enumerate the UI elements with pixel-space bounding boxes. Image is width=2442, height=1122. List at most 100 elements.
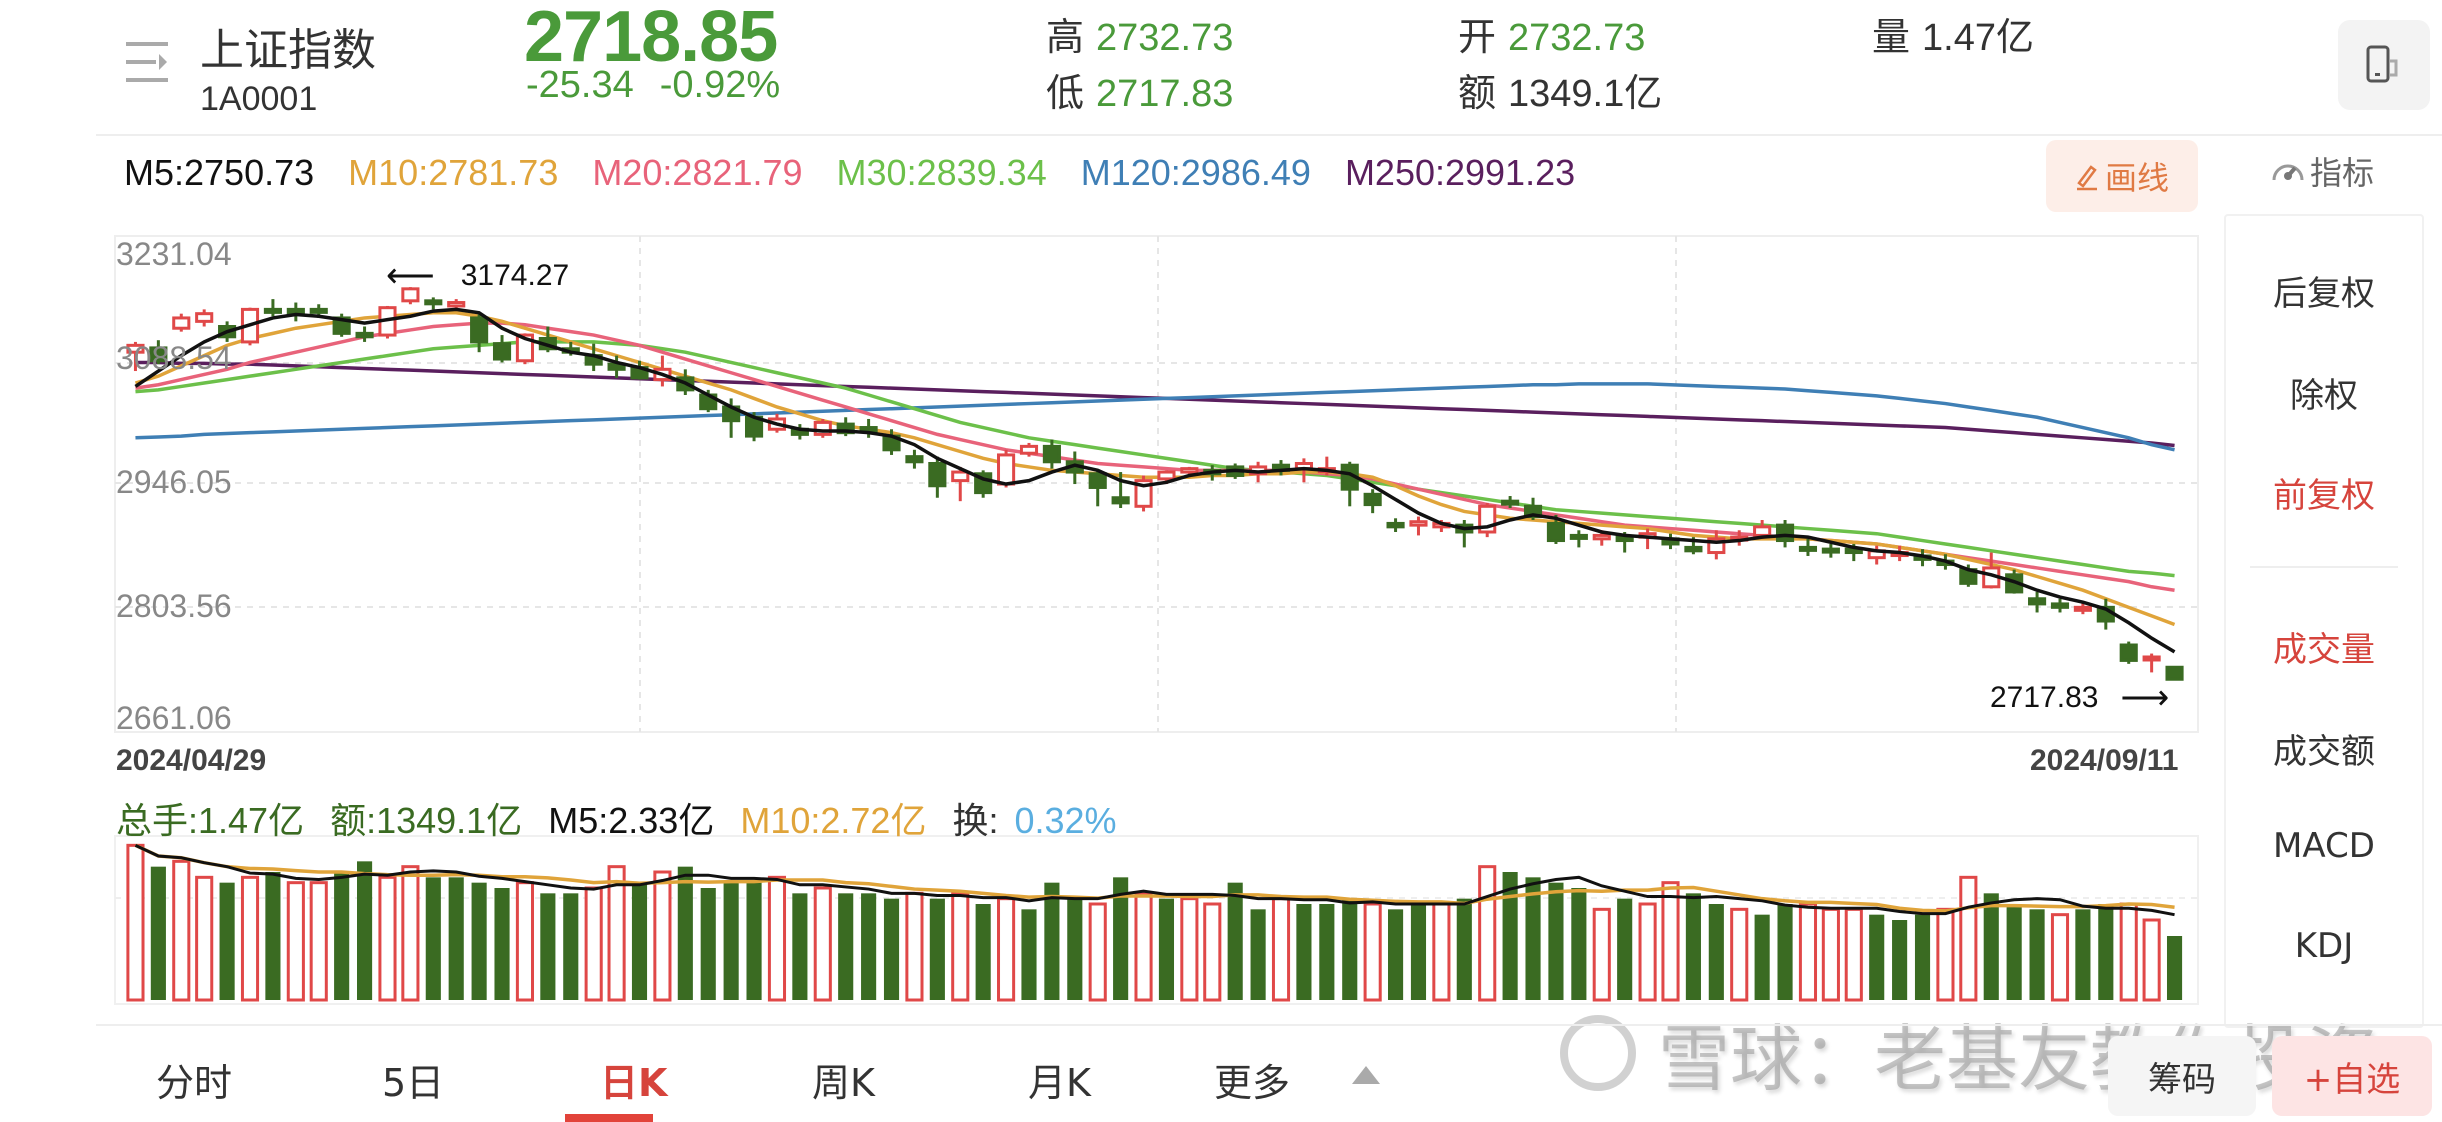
candle [1409,520,1428,527]
volume-bar [1388,909,1404,1000]
volume-bar [767,875,787,1002]
tab-intraday[interactable]: 分时 [156,1061,233,1105]
vol-ma5: M5:2.33亿 [548,800,715,841]
volume-bar [378,875,397,1002]
volume-bar [1685,893,1701,1000]
orientation-button[interactable] [2338,20,2430,110]
candle [263,307,282,314]
y-axis-label-3: 2946.05 [116,464,232,500]
stat-open: 开 2732.73 [1458,17,1646,59]
volume-bar [563,893,579,1000]
volume-bar [1134,891,1153,1002]
volume-bar [2166,936,2183,1000]
volume-bar [1203,902,1222,1002]
indicator-volume[interactable]: 成交量 [2273,630,2375,670]
volume-bar [1592,907,1611,1002]
volume-bar [1548,882,1564,1000]
volume-bar [1021,909,1037,1000]
volume-bar [1044,882,1060,1000]
candle [2028,597,2047,606]
candle [997,453,1016,486]
turnover: 换: 0.32% [952,800,1117,841]
candle [1546,521,1566,543]
volume-bar [494,888,510,1000]
volume-bar [746,882,762,1000]
volume-bar [150,866,166,1000]
tab-5day[interactable]: 5日 [382,1061,445,1105]
volume-bar [1844,907,1863,1002]
volume-bar [813,886,832,1002]
volume-bar [240,875,260,1002]
volume-bar [1754,914,1770,1000]
volume-bar [2050,913,2070,1002]
volume-bar [1227,882,1243,1000]
volume-bar [607,865,626,1002]
indicator-amount[interactable]: 成交额 [2273,732,2375,772]
draw-line-button[interactable]: 画线 [2046,140,2198,212]
volume-bar [1936,907,1955,1002]
total-volume: 总手:1.47亿 [116,800,305,841]
volume-bar [677,866,693,1000]
candle [1615,535,1634,543]
volume-bar [951,891,970,1002]
ma20-label: M20:2821.79 [592,152,803,193]
indicator-kdj[interactable]: KDJ [2294,926,2354,966]
stock-code: 1A0001 [200,80,318,118]
candle [928,461,947,488]
option-ex-rights[interactable]: 除权 [2290,376,2358,416]
total-amount: 额:1349.1亿 [330,800,523,841]
candle [1088,472,1107,489]
candle [1569,533,1588,540]
volume-bar [653,870,672,1002]
candle [355,331,374,339]
ma30-label: M30:2839.34 [836,152,1047,193]
candle [1042,444,1061,464]
volume-bar [448,877,464,1000]
volume-bar [1983,893,1999,1000]
caret-up-icon[interactable] [1352,1066,1380,1084]
candle [951,470,970,483]
volume-bar [2142,918,2161,1002]
change-value: -25.34 [526,64,634,106]
volume-bar [357,861,373,1000]
volume-bar [334,872,350,1000]
tab-daily-k[interactable]: 日K [600,1061,668,1105]
volume-panel-frame [114,835,2199,1005]
volume-bar [1250,909,1266,1000]
stat-amount: 额 1349.1亿 [1458,73,1663,115]
ma120-label: M120:2986.49 [1080,152,1311,193]
candle [424,299,443,306]
volume-bar [126,843,145,1002]
indicator-settings[interactable]: 指标 [2270,148,2374,194]
m5-line [134,307,2176,654]
candle [1501,499,1520,506]
volume-bar [1502,872,1518,1000]
tab-more[interactable]: 更多 [1214,1061,1291,1105]
volume-bar [219,882,235,1000]
active-tab-indicator [565,1114,653,1122]
add-watchlist-button[interactable]: +自选 [2272,1036,2432,1116]
volume-bar [997,897,1016,1002]
kline-chart[interactable] [0,0,2220,1010]
volume-bar [2119,902,2138,1002]
volume-bar [1271,897,1291,1002]
menu-arrow-icon[interactable] [126,40,174,84]
candle [2050,602,2070,609]
y-axis-label-4: 2803.56 [116,588,232,624]
arrow-right-icon: ⟶ [2120,679,2170,717]
option-backward-adjust[interactable]: 后复权 [2273,274,2375,314]
price-change: -25.34 -0.92% [526,64,806,107]
candle [1684,545,1703,553]
volume-bar [1798,902,1818,1002]
option-forward-adjust[interactable]: 前复权 [2273,476,2375,516]
volume-bar [1432,902,1451,1002]
ma5-label: M5:2750.73 [124,152,315,193]
candle [2142,655,2161,662]
candle [1111,496,1130,505]
candle [2165,665,2184,681]
candle [126,343,145,354]
indicator-macd[interactable]: MACD [2273,826,2375,866]
chips-button[interactable]: 筹码 [2108,1036,2256,1116]
tab-monthly-k[interactable]: 月K [1028,1061,1091,1105]
tab-weekly-k[interactable]: 周K [812,1061,875,1105]
